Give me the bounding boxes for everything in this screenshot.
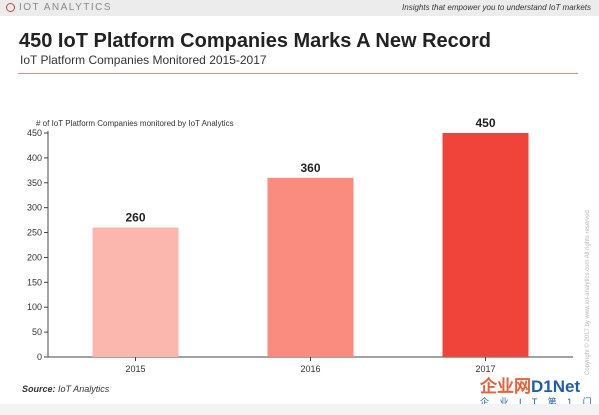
logo-text: IOT ANALYTICS — [19, 2, 113, 13]
logo: IOT ANALYTICS — [6, 2, 112, 13]
x-tick-label: 2017 — [475, 364, 495, 374]
page-subtitle: IoT Platform Companies Monitored 2015-20… — [20, 53, 267, 67]
copyright-text: Copyright © 2017 by www.iot-analytics.co… — [585, 210, 591, 375]
title-divider — [18, 73, 578, 74]
bar-data-label: 450 — [475, 116, 495, 130]
bar-data-label: 360 — [300, 161, 320, 175]
bar — [92, 227, 179, 357]
y-tick-label: 150 — [27, 277, 42, 287]
watermark-main: 企业网 — [480, 377, 531, 396]
tagline: Insights that empower you to understand … — [402, 3, 591, 12]
y-tick-label: 300 — [27, 203, 42, 213]
top-bar: IOT ANALYTICS Insights that empower you … — [0, 0, 599, 16]
bar-data-label: 260 — [125, 211, 145, 225]
y-tick-label: 50 — [32, 327, 42, 337]
x-tick-label: 2016 — [300, 364, 320, 374]
logo-mark-icon — [6, 3, 15, 12]
y-tick-label: 450 — [27, 128, 42, 138]
y-tick-label: 350 — [27, 178, 42, 188]
y-tick-label: 100 — [27, 302, 42, 312]
bar-chart: # of IoT Platform Companies monitored by… — [27, 116, 573, 374]
y-tick-label: 400 — [27, 153, 42, 163]
source-note: Source: IoT Analytics — [22, 384, 109, 394]
copyright-note: Copyright © 2017 by www.iot-analytics.co… — [585, 175, 595, 375]
page-title: 450 IoT Platform Companies Marks A New R… — [19, 30, 491, 52]
bar — [267, 177, 354, 357]
x-tick-label: 2015 — [125, 364, 145, 374]
y-axis-label: # of IoT Platform Companies monitored by… — [36, 119, 234, 128]
y-tick-label: 250 — [27, 228, 42, 238]
bottom-bar — [0, 404, 599, 415]
watermark-net: D1Net — [531, 377, 581, 396]
y-tick-label: 0 — [37, 352, 42, 362]
bar — [442, 133, 529, 357]
d1net-watermark: 企业网D1Net 企 业 I T 第 1 门 户 — [480, 372, 599, 410]
source-label: Source: — [22, 384, 56, 394]
y-tick-label: 200 — [27, 252, 42, 262]
watermark-sub: 企 业 I T 第 1 门 户 — [480, 397, 599, 407]
source-text: IoT Analytics — [55, 384, 110, 394]
